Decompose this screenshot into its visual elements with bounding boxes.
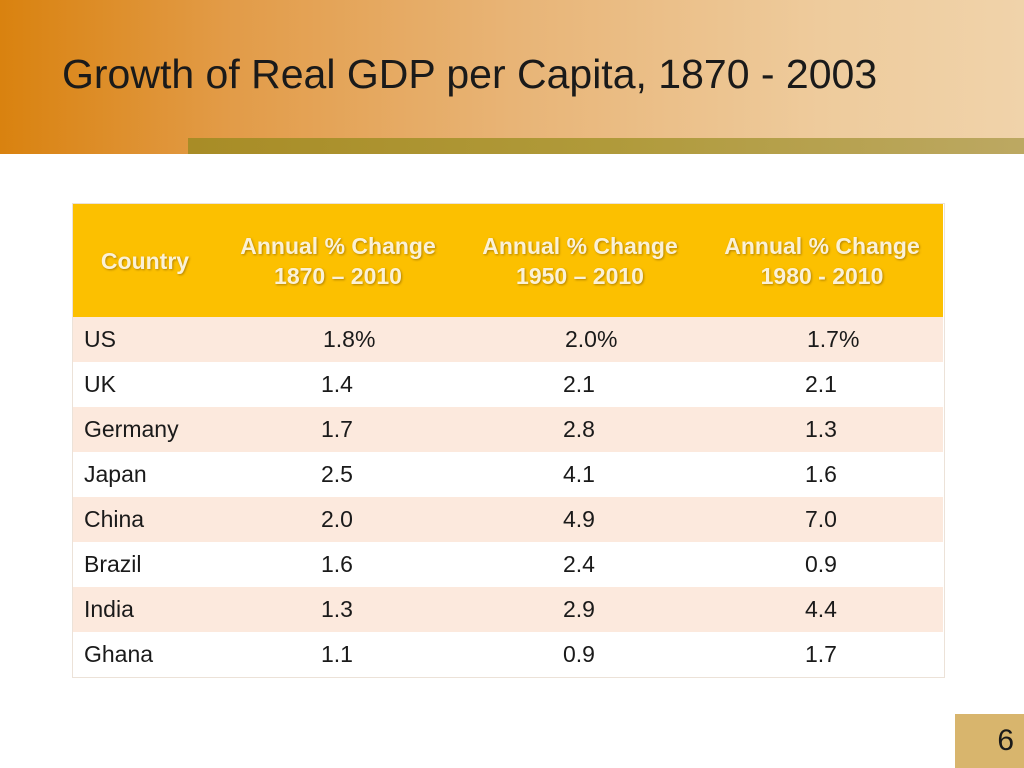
country-cell: India xyxy=(84,596,134,622)
change-1980-2010-cell: 0.9 xyxy=(805,551,837,577)
country-cell: Ghana xyxy=(84,640,154,667)
change-1870-2010-cell: 1.8% xyxy=(323,326,376,352)
country-cell: China xyxy=(84,506,145,532)
page-number: 6 xyxy=(997,724,1014,757)
table-row: India 1.3 2.9 4.4 xyxy=(73,587,943,632)
change-1980-2010-cell: 1.7% xyxy=(807,326,860,352)
change-1870-2010-cell: 1.1 xyxy=(321,640,353,667)
change-1870-2010-cell: 1.3 xyxy=(321,596,353,622)
table-row: Ghana 1.1 0.9 1.7 xyxy=(73,632,943,677)
change-1950-2010-cell: 2.8 xyxy=(563,416,595,442)
header-country-label: Country xyxy=(100,247,190,274)
country-cell: US xyxy=(84,326,116,352)
change-1950-2010-cell: 4.1 xyxy=(563,461,595,487)
table-header-row: Country Annual % Change 1870 – 2010 Annu… xyxy=(73,204,943,317)
change-1980-2010-cell: 1.3 xyxy=(805,416,837,442)
header-col1-line1: Annual % Change xyxy=(240,232,436,259)
header-col3-line2: 1980 - 2010 xyxy=(760,262,884,289)
table-row: Brazil 1.6 2.4 0.9 xyxy=(73,542,943,587)
change-1870-2010-cell: 1.4 xyxy=(321,371,353,397)
change-1950-2010-cell: 2.0% xyxy=(565,326,618,352)
change-1950-2010-cell: 0.9 xyxy=(563,640,595,667)
change-1980-2010-cell: 4.4 xyxy=(805,596,837,622)
country-cell: Japan xyxy=(84,461,147,487)
table-row: Germany 1.7 2.8 1.3 xyxy=(73,407,943,452)
header-col2-line2: 1950 – 2010 xyxy=(516,262,644,289)
change-1950-2010-cell: 2.9 xyxy=(563,596,595,622)
table-row: US 1.8% 2.0% 1.7% xyxy=(73,317,943,362)
header-country: Country xyxy=(73,204,217,317)
header-1870-2010: Annual % Change 1870 – 2010 xyxy=(217,204,459,317)
title-band xyxy=(0,0,1024,154)
change-1980-2010-cell: 7.0 xyxy=(805,506,837,532)
title-accent-bar xyxy=(188,138,1024,154)
table-row: China 2.0 4.9 7.0 xyxy=(73,497,943,542)
change-1950-2010-cell: 2.1 xyxy=(563,371,595,397)
page-number-box: 6 xyxy=(955,714,1024,768)
table-row: Japan 2.5 4.1 1.6 xyxy=(73,452,943,497)
change-1950-2010-cell: 4.9 xyxy=(563,506,595,532)
header-1980-2010: Annual % Change 1980 - 2010 xyxy=(701,204,943,317)
country-cell: UK xyxy=(84,371,116,397)
country-cell: Germany xyxy=(84,416,179,442)
header-col2-line1: Annual % Change xyxy=(482,232,678,259)
change-1980-2010-cell: 1.6 xyxy=(805,461,837,487)
slide-title: Growth of Real GDP per Capita, 1870 - 20… xyxy=(62,51,878,97)
country-cell: Brazil xyxy=(84,551,142,577)
header-col3-line1: Annual % Change xyxy=(724,232,920,259)
change-1950-2010-cell: 2.4 xyxy=(563,551,595,577)
header-col1-line2: 1870 – 2010 xyxy=(274,262,402,289)
change-1870-2010-cell: 1.7 xyxy=(321,416,353,442)
change-1870-2010-cell: 2.5 xyxy=(321,461,353,487)
gdp-growth-table: Country Annual % Change 1870 – 2010 Annu… xyxy=(73,204,943,678)
change-1870-2010-cell: 2.0 xyxy=(321,506,353,532)
change-1980-2010-cell: 2.1 xyxy=(805,371,837,397)
change-1870-2010-cell: 1.6 xyxy=(321,551,353,577)
header-1950-2010: Annual % Change 1950 – 2010 xyxy=(459,204,701,317)
table-row: UK 1.4 2.1 2.1 xyxy=(73,362,943,407)
change-1980-2010-cell: 1.7 xyxy=(805,640,837,667)
